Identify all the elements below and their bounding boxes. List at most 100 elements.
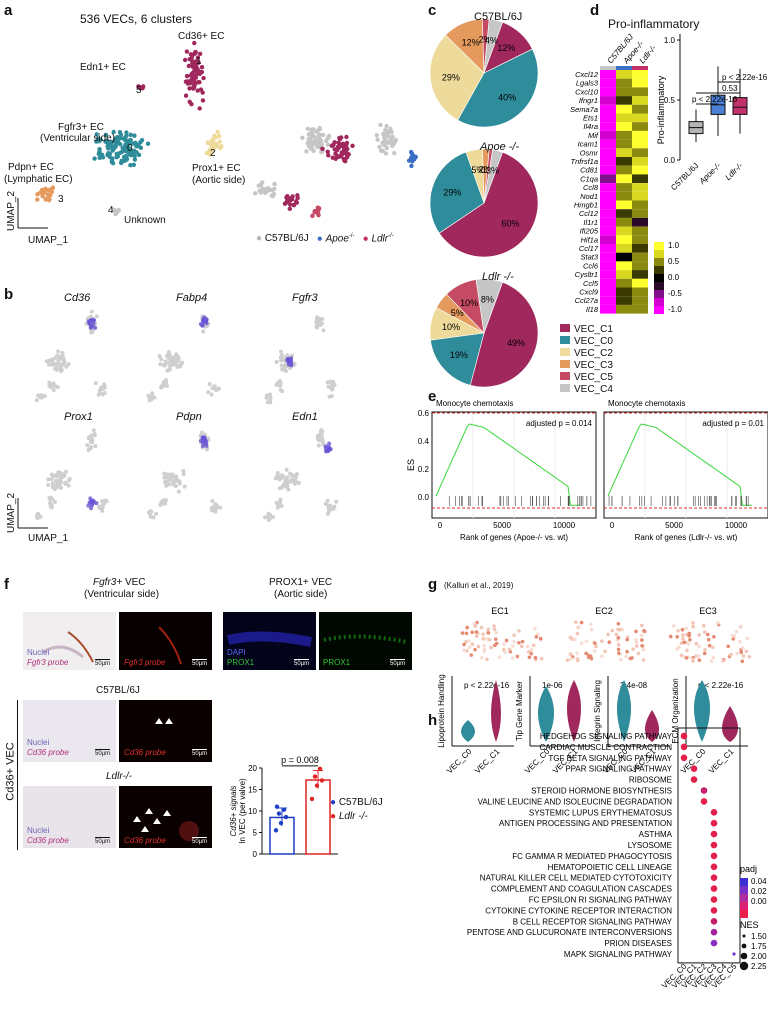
colorbar-step	[654, 298, 664, 306]
gsea-ylabel: ES	[406, 459, 416, 471]
feature-high-point	[93, 325, 98, 330]
feature-point	[36, 511, 41, 516]
umap-point	[282, 201, 288, 206]
umap-point	[263, 189, 269, 195]
feature-point	[47, 380, 52, 385]
feature-point	[49, 505, 54, 510]
umap-point	[308, 146, 313, 151]
heatmap-cell	[616, 296, 632, 305]
umap-point	[118, 160, 124, 166]
pathway-dot	[710, 918, 718, 925]
pathway-label: COMPLEMENT AND COAGULATION CASCADES	[491, 885, 672, 894]
umap-point	[49, 189, 55, 195]
heatmap-cell	[600, 226, 616, 236]
ec-umap-point	[565, 658, 570, 662]
heatmap-cell	[600, 96, 616, 105]
feature-point	[167, 350, 172, 355]
feature-point	[283, 368, 288, 373]
umap-point	[218, 145, 223, 151]
ec-umap-point	[462, 642, 466, 647]
bar-ytick-label: 5	[253, 829, 258, 838]
f-sub-prox1: (Aortic side)	[274, 589, 328, 600]
pie-legend-item: VEC_C2	[560, 348, 613, 360]
feature-umap-grid	[17, 309, 339, 529]
panel-label-h: h	[428, 712, 438, 729]
heatmap-cell	[600, 183, 616, 192]
ec-umap-point	[574, 620, 578, 624]
feature-point	[275, 501, 280, 506]
heatmap-gene-label: Sema7a	[570, 105, 598, 114]
umap-point	[384, 145, 389, 151]
gsea-title: Monocyte chemotaxis	[608, 399, 685, 408]
ec-umap-point	[634, 637, 638, 642]
umap-point	[121, 154, 127, 160]
padj-bar	[740, 886, 748, 894]
colorbar-step	[654, 282, 664, 290]
feature-point	[96, 392, 101, 397]
umap-point	[136, 152, 142, 158]
feature-point	[172, 482, 177, 487]
umap-point	[409, 155, 414, 160]
pie-title-ldlr: Ldlr -/-	[482, 271, 514, 283]
label-nuclei-2: Nuclei	[27, 738, 50, 747]
heatmap-cell	[600, 200, 616, 210]
feature-point	[88, 314, 93, 319]
pathway-dot	[710, 874, 718, 881]
pathway-dot	[710, 939, 718, 947]
ec-umap-point	[497, 655, 502, 660]
umap-point	[308, 141, 314, 146]
umap-point	[110, 146, 115, 151]
ec-umap-point	[614, 632, 619, 637]
ec-umap-point	[533, 655, 538, 660]
ec-umap-point	[738, 639, 742, 644]
umap-point	[191, 77, 197, 83]
heatmap-col-bar	[632, 66, 648, 70]
heatmap-cell	[600, 209, 616, 218]
heatmap-gene-label: Mif	[588, 131, 599, 140]
ec-umap-point	[494, 630, 498, 635]
umap-point	[375, 137, 380, 142]
bar-point	[281, 807, 287, 812]
ec-umap-point	[526, 650, 531, 654]
pathway-label: B CELL RECEPTOR SIGNALING PATHWAY	[513, 917, 673, 926]
heatmap-cell	[600, 113, 616, 123]
micrograph-c57-fluor	[119, 700, 212, 762]
umap-point	[384, 123, 389, 129]
umap-point	[43, 186, 48, 192]
label-nuclei-3: Nuclei	[27, 826, 50, 835]
feature-point	[58, 476, 63, 481]
umap-point	[216, 134, 222, 139]
gsea-pval: adjusted p = 0.014	[526, 419, 593, 428]
feature-point	[58, 481, 63, 486]
feature-point	[38, 514, 43, 519]
feature-point	[66, 483, 71, 488]
umap-point	[103, 132, 109, 138]
pie-charts: 12%40%29%12%2%4%60%29%5%2%1%3%49%19%10%5…	[429, 18, 539, 388]
umap-point	[323, 138, 329, 144]
heatmap-cell	[600, 191, 616, 201]
heatmap-cell	[616, 183, 632, 192]
ec-umap-point	[529, 648, 534, 652]
pie-legend-item: VEC_C1	[560, 324, 613, 336]
violin-ylabel: ECM Organization	[671, 678, 680, 743]
umap-point	[290, 194, 295, 199]
heatmap-cell	[600, 104, 616, 114]
pathway-label: ANTIGEN PROCESSING AND PRESENTATION	[499, 819, 672, 828]
heatmap-gene-label: Ifngr1	[579, 96, 598, 105]
ec-umap-point	[616, 647, 621, 652]
feature-point	[280, 389, 285, 394]
feature-point	[268, 398, 273, 403]
heatmap-cell	[616, 113, 632, 123]
label-cd36-probe-3: Cd36 probe	[27, 836, 69, 845]
pathway-dot	[710, 830, 718, 838]
umap-point	[304, 149, 309, 154]
heatmap-cell	[632, 165, 648, 175]
ec-umap-point	[473, 647, 477, 652]
umap-point	[43, 196, 48, 201]
ec-umap-point	[466, 639, 471, 643]
ec-umap-point	[691, 659, 695, 663]
feature-point	[35, 516, 40, 521]
feature-point	[279, 349, 284, 354]
ec-umap-point	[619, 657, 623, 662]
feature-point	[320, 429, 325, 434]
